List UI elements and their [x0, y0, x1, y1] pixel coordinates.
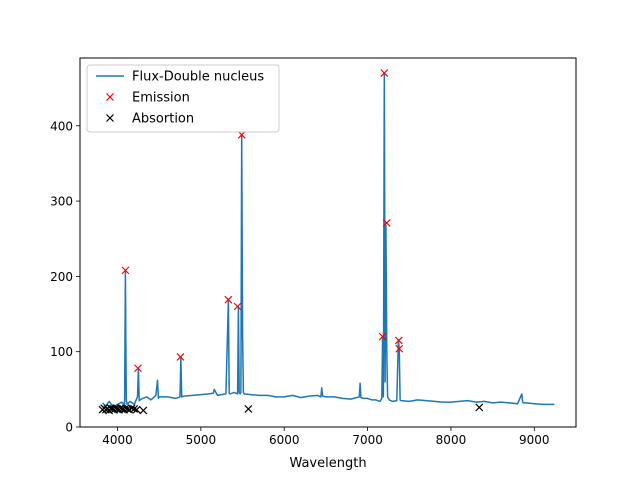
marker-layer: [98, 69, 484, 415]
y-tick-label: 400: [50, 119, 73, 133]
absorption-marker: [130, 405, 139, 413]
absorption-marker: [139, 406, 148, 415]
x-tick-label: 9000: [519, 433, 550, 447]
emission-marker: [224, 295, 233, 304]
y-axis: 0 100 200 300 400: [50, 119, 80, 435]
emission-marker: [121, 266, 130, 275]
absorption-marker: [244, 405, 253, 413]
emission-marker: [380, 69, 389, 77]
emission-marker: [233, 302, 242, 311]
legend-emission-label: Emission: [132, 91, 190, 106]
y-tick-label: 200: [50, 270, 73, 284]
legend: Flux-Double nucleus Emission Absortion: [86, 64, 280, 133]
x-tick-label: 6000: [269, 433, 300, 447]
absorption-marker: [132, 405, 141, 414]
emission-marker: [394, 336, 403, 345]
y-tick-label: 300: [50, 195, 73, 209]
flux-series-line: [101, 72, 555, 409]
legend-absorption-marker: [106, 114, 114, 122]
x-tick-label: 7000: [352, 433, 383, 447]
legend-flux-label: Flux-Double nucleus: [132, 70, 264, 85]
x-axis: 4000 5000 6000 7000 8000 9000: [102, 427, 550, 447]
legend-emission-marker: [106, 93, 114, 101]
legend-box: [86, 64, 280, 133]
emission-marker: [382, 218, 391, 227]
y-tick-label: 0: [65, 421, 73, 435]
series-layer: [101, 72, 555, 409]
x-axis-label: Wavelength: [289, 456, 366, 471]
emission-marker: [134, 364, 142, 373]
emission-marker: [378, 332, 387, 341]
legend-absorption-label: Absortion: [132, 112, 194, 127]
x-tick-label: 4000: [102, 433, 133, 447]
absorption-marker: [475, 403, 484, 412]
emission-marker: [395, 344, 404, 353]
absorption-marker: [127, 404, 136, 413]
x-tick-label: 5000: [186, 433, 217, 447]
x-tick-label: 8000: [436, 433, 467, 447]
emission-marker: [176, 353, 185, 361]
y-tick-label: 100: [50, 345, 73, 359]
plot-frame: [79, 57, 577, 428]
